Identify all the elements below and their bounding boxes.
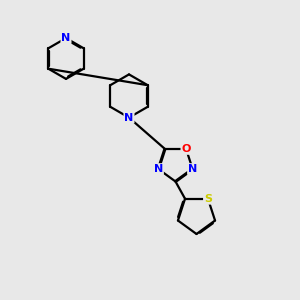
Text: O: O bbox=[182, 144, 191, 154]
Text: N: N bbox=[124, 112, 134, 123]
Text: S: S bbox=[204, 194, 212, 204]
Text: N: N bbox=[61, 33, 70, 43]
Text: N: N bbox=[188, 164, 197, 174]
Text: N: N bbox=[154, 164, 163, 174]
